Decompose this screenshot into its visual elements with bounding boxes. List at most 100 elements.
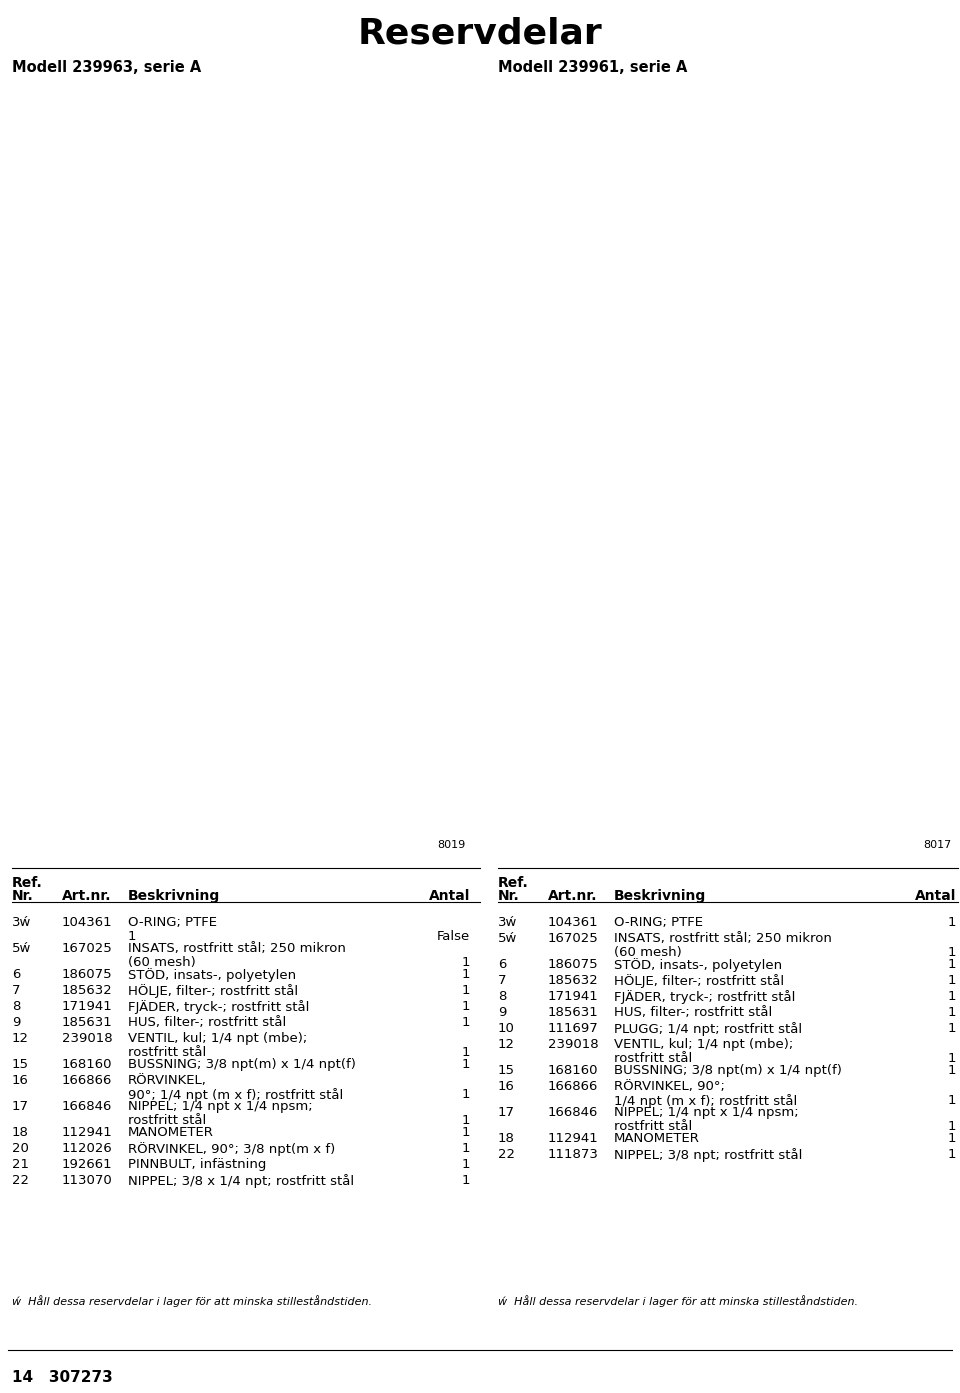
Text: O-RING; PTFE: O-RING; PTFE: [614, 917, 703, 929]
Text: 1: 1: [462, 968, 470, 981]
Text: 1: 1: [462, 1114, 470, 1127]
Text: Antal: Antal: [428, 889, 470, 903]
Text: NIPPEL; 1/4 npt x 1/4 npsm;: NIPPEL; 1/4 npt x 1/4 npsm;: [614, 1106, 799, 1119]
Text: INSATS, rostfritt stål; 250 mikron: INSATS, rostfritt stål; 250 mikron: [128, 942, 346, 956]
Text: 111873: 111873: [548, 1148, 599, 1160]
Text: 5ẃ: 5ẃ: [12, 942, 32, 956]
Text: 1: 1: [948, 946, 956, 958]
Text: (60 mesh): (60 mesh): [128, 956, 196, 970]
Text: 1: 1: [948, 917, 956, 929]
Text: Modell 239963, serie A: Modell 239963, serie A: [12, 60, 202, 75]
Text: Art.nr.: Art.nr.: [548, 889, 597, 903]
Text: Beskrivning: Beskrivning: [614, 889, 707, 903]
Text: 1: 1: [948, 990, 956, 1003]
Text: 1: 1: [462, 1059, 470, 1071]
Text: 1: 1: [462, 1015, 470, 1029]
Text: 168160: 168160: [62, 1059, 112, 1071]
Text: 10: 10: [498, 1022, 515, 1035]
Text: 3ẃ: 3ẃ: [12, 917, 32, 929]
Text: 192661: 192661: [62, 1158, 112, 1172]
Text: PLUGG; 1/4 npt; rostfritt stål: PLUGG; 1/4 npt; rostfritt stål: [614, 1022, 803, 1036]
Text: 166846: 166846: [62, 1100, 112, 1113]
Text: 9: 9: [12, 1015, 20, 1029]
Text: 1: 1: [462, 1174, 470, 1187]
Text: Modell 239961, serie A: Modell 239961, serie A: [498, 60, 687, 75]
Text: HUS, filter-; rostfritt stål: HUS, filter-; rostfritt stål: [614, 1006, 772, 1020]
Text: HUS, filter-; rostfritt stål: HUS, filter-; rostfritt stål: [128, 1015, 286, 1029]
Text: rostfritt stål: rostfritt stål: [128, 1114, 206, 1127]
Text: 1: 1: [948, 974, 956, 988]
Text: 1: 1: [948, 1006, 956, 1020]
Text: VENTIL, kul; 1/4 npt (mbe);: VENTIL, kul; 1/4 npt (mbe);: [128, 1032, 307, 1045]
Text: 186075: 186075: [62, 968, 112, 981]
Text: 17: 17: [498, 1106, 515, 1119]
Text: 6: 6: [12, 968, 20, 981]
Text: Nr.: Nr.: [12, 889, 34, 903]
Text: Antal: Antal: [915, 889, 956, 903]
Text: 1: 1: [462, 1088, 470, 1100]
Text: 3ẃ: 3ẃ: [498, 917, 517, 929]
Text: 6: 6: [498, 958, 506, 971]
Text: 15: 15: [12, 1059, 29, 1071]
Text: INSATS, rostfritt stål; 250 mikron: INSATS, rostfritt stål; 250 mikron: [614, 932, 832, 944]
Text: 111697: 111697: [548, 1022, 599, 1035]
Text: 1: 1: [462, 983, 470, 997]
Text: rostfritt stål: rostfritt stål: [128, 1046, 206, 1059]
Text: 8: 8: [498, 990, 506, 1003]
Text: 8019: 8019: [438, 840, 466, 850]
Text: 5ẃ: 5ẃ: [498, 932, 517, 944]
Text: VENTIL, kul; 1/4 npt (mbe);: VENTIL, kul; 1/4 npt (mbe);: [614, 1038, 793, 1050]
Text: 7: 7: [12, 983, 20, 997]
Text: 16: 16: [498, 1080, 515, 1094]
Text: 1: 1: [948, 1133, 956, 1145]
Text: 7: 7: [498, 974, 507, 988]
Text: ẃ  Håll dessa reservdelar i lager för att minska stilleståndstiden.: ẃ Håll dessa reservdelar i lager för att…: [12, 1295, 372, 1307]
Text: 12: 12: [12, 1032, 29, 1045]
Text: 16: 16: [12, 1074, 29, 1087]
Text: 171941: 171941: [62, 1000, 112, 1013]
Text: 18: 18: [12, 1126, 29, 1139]
Text: 1: 1: [948, 1120, 956, 1133]
Text: PINNBULT, infästning: PINNBULT, infästning: [128, 1158, 266, 1172]
Text: RÖRVINKEL, 90°; 3/8 npt(m x f): RÖRVINKEL, 90°; 3/8 npt(m x f): [128, 1142, 335, 1156]
Text: 20: 20: [12, 1142, 29, 1155]
Text: False: False: [437, 931, 470, 943]
Text: (60 mesh): (60 mesh): [614, 946, 682, 958]
Text: RÖRVINKEL,: RÖRVINKEL,: [128, 1074, 206, 1087]
Text: 17: 17: [12, 1100, 29, 1113]
Text: 1: 1: [462, 1126, 470, 1139]
Text: Ref.: Ref.: [12, 876, 43, 890]
Text: 167025: 167025: [62, 942, 112, 956]
Text: 1: 1: [462, 1158, 470, 1172]
Text: STÖD, insats-, polyetylen: STÖD, insats-, polyetylen: [614, 958, 782, 972]
Text: 9: 9: [498, 1006, 506, 1020]
Text: ẃ  Håll dessa reservdelar i lager för att minska stilleståndstiden.: ẃ Håll dessa reservdelar i lager för att…: [498, 1295, 858, 1307]
Text: FJÄDER, tryck-; rostfritt stål: FJÄDER, tryck-; rostfritt stål: [128, 1000, 309, 1014]
Text: BUSSNING; 3/8 npt(m) x 1/4 npt(f): BUSSNING; 3/8 npt(m) x 1/4 npt(f): [614, 1064, 842, 1077]
Text: 12: 12: [498, 1038, 515, 1050]
Text: 1: 1: [948, 1148, 956, 1160]
Text: 14   307273: 14 307273: [12, 1369, 112, 1385]
Text: 1: 1: [462, 956, 470, 970]
Text: 112941: 112941: [548, 1133, 599, 1145]
Text: 167025: 167025: [548, 932, 599, 944]
Text: MANOMETER: MANOMETER: [614, 1133, 700, 1145]
Text: FJÄDER, tryck-; rostfritt stål: FJÄDER, tryck-; rostfritt stål: [614, 990, 796, 1004]
Text: O-RING; PTFE: O-RING; PTFE: [128, 917, 217, 929]
Text: BUSSNING; 3/8 npt(m) x 1/4 npt(f): BUSSNING; 3/8 npt(m) x 1/4 npt(f): [128, 1059, 356, 1071]
Text: 185632: 185632: [548, 974, 599, 988]
Text: 166866: 166866: [548, 1080, 598, 1094]
Text: 8017: 8017: [924, 840, 952, 850]
Text: 185632: 185632: [62, 983, 112, 997]
Text: 15: 15: [498, 1064, 515, 1077]
Text: STÖD, insats-, polyetylen: STÖD, insats-, polyetylen: [128, 968, 296, 982]
Text: Beskrivning: Beskrivning: [128, 889, 220, 903]
Text: 1: 1: [462, 1142, 470, 1155]
Text: 1: 1: [948, 1094, 956, 1107]
Text: Nr.: Nr.: [498, 889, 519, 903]
Text: HÖLJE, filter-; rostfritt stål: HÖLJE, filter-; rostfritt stål: [128, 983, 299, 997]
Text: 104361: 104361: [62, 917, 112, 929]
Text: MANOMETER: MANOMETER: [128, 1126, 214, 1139]
Text: 113070: 113070: [62, 1174, 112, 1187]
Text: 1: 1: [948, 1064, 956, 1077]
